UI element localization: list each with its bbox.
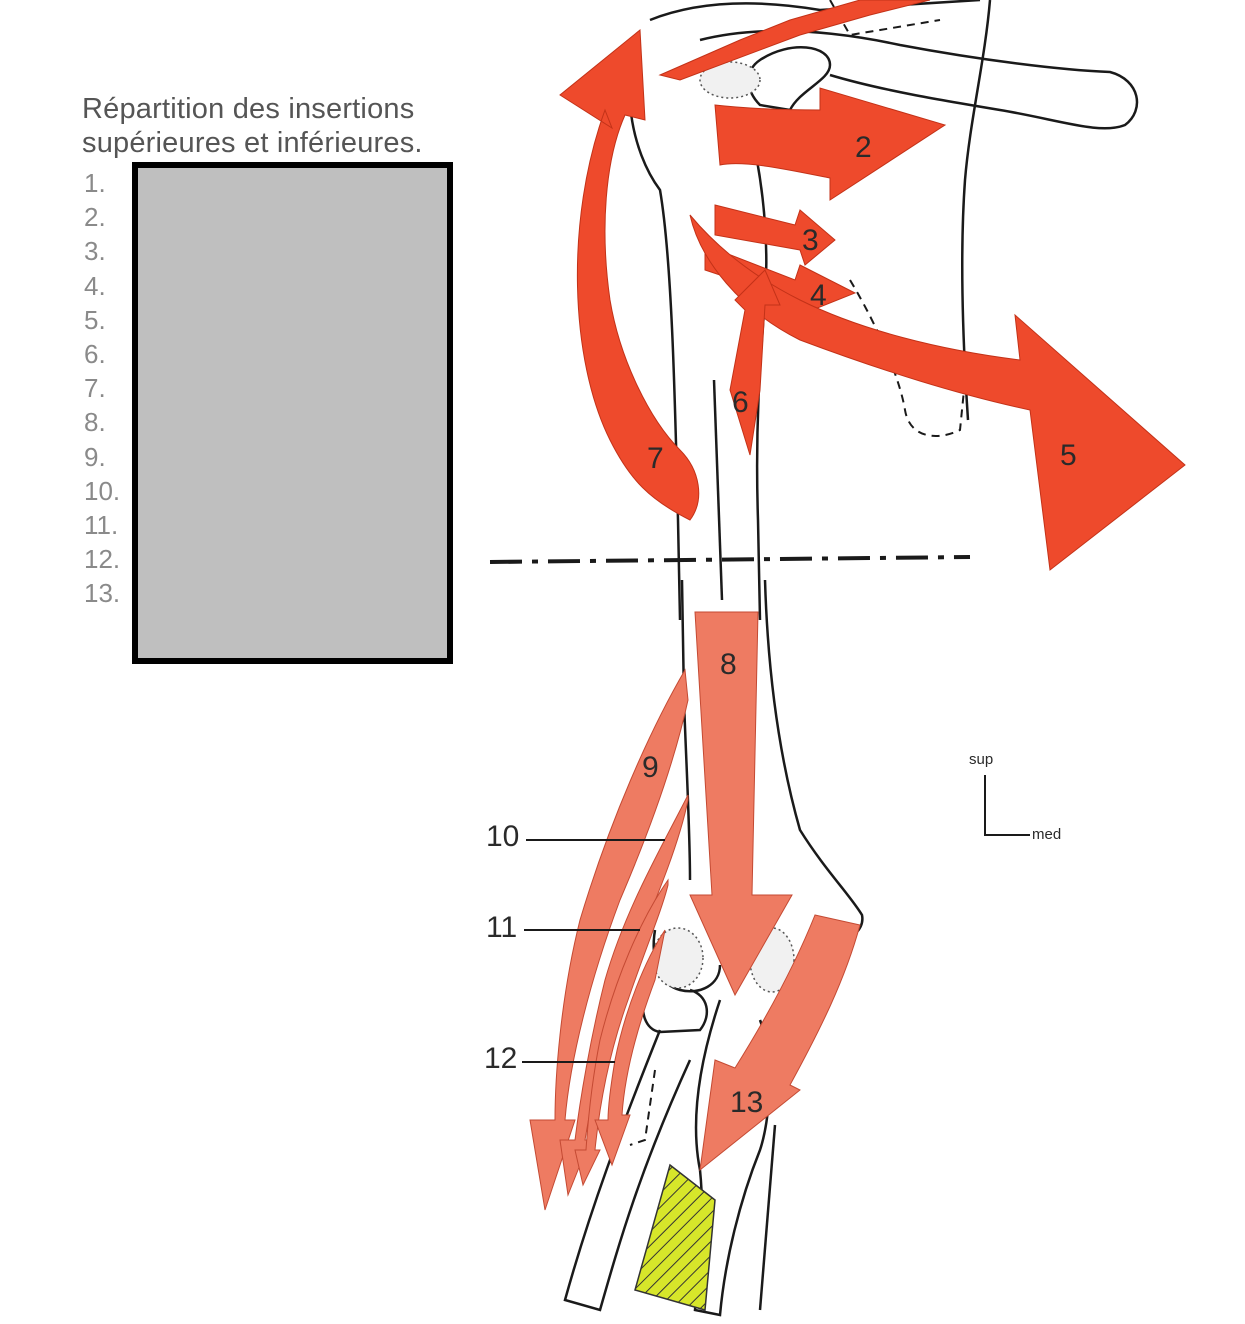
legend-number: 9.: [84, 441, 106, 472]
muscle-12-arrow: [594, 929, 666, 1167]
leader-lines: [522, 839, 665, 1063]
label-10: 10: [486, 820, 519, 853]
hidden-outlines: [629, 0, 966, 1146]
clavicle-top-outline: [649, 0, 981, 22]
clavicle-outline: [699, 29, 1139, 130]
label-2: 2: [855, 131, 872, 164]
muscle-2-arrow: [714, 87, 947, 201]
distal-humerus-medial: [763, 579, 864, 947]
muscle-8-arrow: [689, 611, 793, 997]
muscle-3-arrow: [714, 204, 836, 266]
label-7: 7: [647, 442, 664, 475]
legend-number: 6.: [84, 338, 106, 369]
label-3: 3: [802, 224, 819, 257]
label-5: 5: [1060, 439, 1077, 472]
legend-number: 7.: [84, 373, 106, 404]
coracoid-outline: [747, 46, 832, 112]
muscle-13-arrow: [699, 914, 861, 1172]
legend-number: 4.: [84, 270, 106, 301]
caption-line-1: Répartition des insertions: [82, 93, 415, 125]
humerus-lateral-outline: [628, 39, 682, 621]
orientation-marker: sup med: [969, 751, 1061, 843]
label-4: 4: [810, 279, 827, 312]
caption: Répartition des insertions supérieures e…: [82, 92, 502, 160]
scapula-medial-border: [960, 0, 992, 421]
legend-number: 3.: [84, 236, 106, 267]
legend-number: 11.: [84, 509, 119, 540]
legend-number: 2.: [84, 202, 106, 233]
forearm-medial-outline: [758, 1124, 777, 1311]
humerus-shaft-line: [712, 379, 724, 601]
tendon-hatched-area: [634, 1163, 716, 1311]
muscle-7-arrow: [559, 28, 700, 521]
legend-number: 13.: [84, 578, 121, 609]
legend-number: 5.: [84, 304, 106, 335]
label-11: 11: [486, 911, 517, 944]
legend-number: 1.: [84, 168, 106, 198]
legend-number-list: 1. 2. 3. 4. 5. 6. 7. 8. 9. 10. 11. 12. 1…: [84, 166, 136, 610]
break-line: [489, 555, 971, 564]
muscle-1-shape: [658, 0, 931, 81]
legend-number: 8.: [84, 407, 106, 438]
orientation-sup-label: sup: [969, 751, 993, 768]
label-12: 12: [484, 1042, 517, 1075]
answer-redaction-box: [132, 162, 453, 664]
label-8: 8: [720, 648, 737, 681]
orientation-med-label: med: [1032, 826, 1061, 843]
muscle-6-arrow: [729, 269, 781, 456]
ulna-outline: [693, 999, 771, 1317]
upper-muscles: [559, 0, 1186, 571]
radial-head-outline: [641, 988, 709, 1034]
label-9: 9: [642, 751, 659, 784]
distal-humerus-lateral: [680, 579, 692, 881]
label-13: 13: [730, 1086, 763, 1119]
figure-labels: 2 3 4 5 6 7 8 9 10 11 12 13: [484, 131, 1077, 1119]
label-6: 6: [732, 386, 749, 419]
muscle-11-arrow: [574, 878, 669, 1187]
lower-muscles: [529, 611, 861, 1211]
bone-outlines: [563, 0, 1139, 1317]
caption-line-2: supérieures et inférieures.: [82, 127, 423, 159]
legend-number: 10.: [84, 475, 121, 506]
legend-number: 12.: [84, 544, 121, 575]
